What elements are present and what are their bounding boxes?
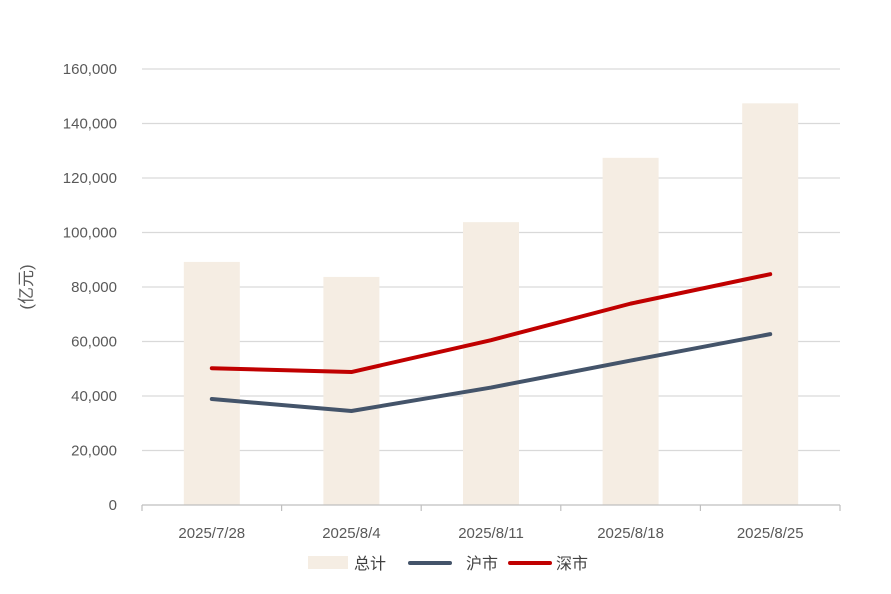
line-series (209, 272, 773, 413)
bar-总计 (323, 276, 380, 505)
y-tick-label: 40,000 (71, 388, 117, 405)
x-tick-label: 2025/8/18 (597, 525, 664, 542)
x-tick-label: 2025/8/4 (322, 525, 380, 542)
legend: 总计 沪市 深市 (308, 555, 588, 573)
bar-总计 (602, 157, 659, 505)
y-tick-label: 20,000 (71, 443, 117, 460)
x-axis (141, 504, 841, 511)
x-axis-tick-labels: 2025/7/28 2025/8/4 2025/8/11 2025/8/18 2025/… (178, 525, 803, 542)
bar-总计 (742, 103, 799, 506)
bar-总计 (183, 261, 240, 505)
legend-label: 深市 (556, 555, 588, 573)
y-axis-tick-labels: 0 20,000 40,000 60,000 80,000 100,000 120,000 1… (63, 61, 117, 514)
x-tick-label: 2025/7/28 (178, 525, 245, 542)
bar-总计 (463, 222, 519, 505)
x-tick-label: 2025/8/11 (458, 525, 524, 542)
y-tick-label: 120,000 (63, 170, 117, 187)
x-tick-label: 2025/8/25 (737, 525, 804, 542)
legend-label: 沪市 (466, 555, 498, 573)
y-tick-label: 160,000 (63, 61, 117, 78)
y-tick-label: 0 (109, 497, 117, 514)
legend-label: 总计 (354, 555, 386, 573)
y-tick-label: 100,000 (63, 225, 117, 242)
y-tick-label: 80,000 (71, 279, 117, 296)
y-tick-label: 60,000 (71, 334, 117, 351)
legend-swatch-bar (308, 556, 348, 569)
y-axis-title: (亿元) (17, 264, 36, 309)
y-tick-label: 140,000 (63, 116, 117, 133)
bar-series-total (183, 103, 799, 506)
